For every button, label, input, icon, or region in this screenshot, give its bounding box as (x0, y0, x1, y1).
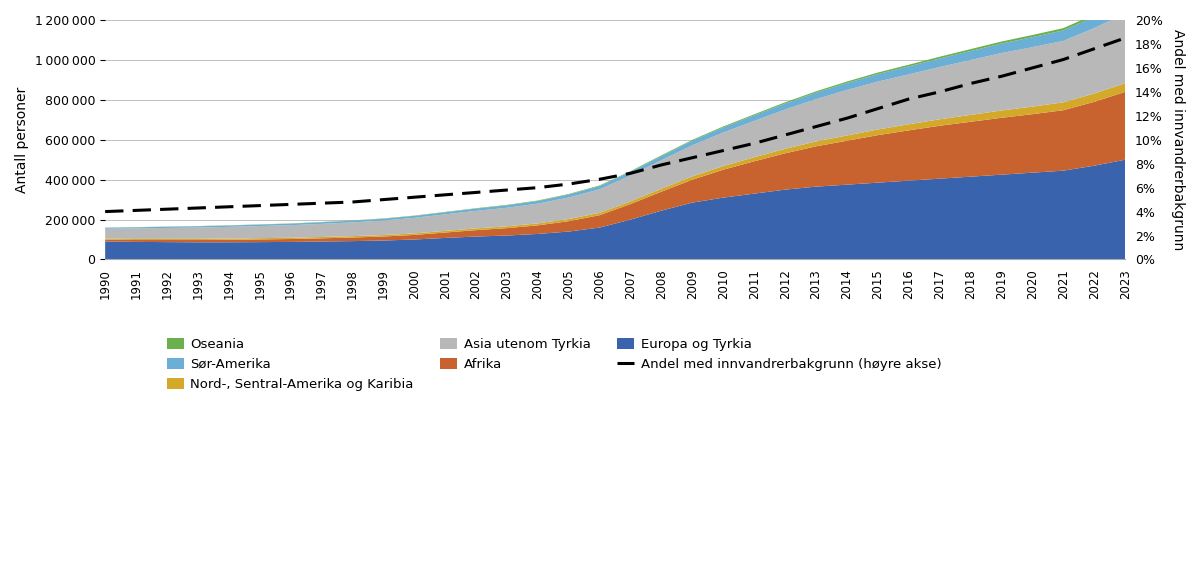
Legend: Oseania, Sør-Amerika, Nord-, Sentral-Amerika og Karibia, Asia utenom Tyrkia, Afr: Oseania, Sør-Amerika, Nord-, Sentral-Ame… (161, 333, 947, 396)
Y-axis label: Antall personer: Antall personer (14, 86, 29, 193)
Y-axis label: Andel med innvandrerbakgrunn: Andel med innvandrerbakgrunn (1171, 29, 1186, 250)
